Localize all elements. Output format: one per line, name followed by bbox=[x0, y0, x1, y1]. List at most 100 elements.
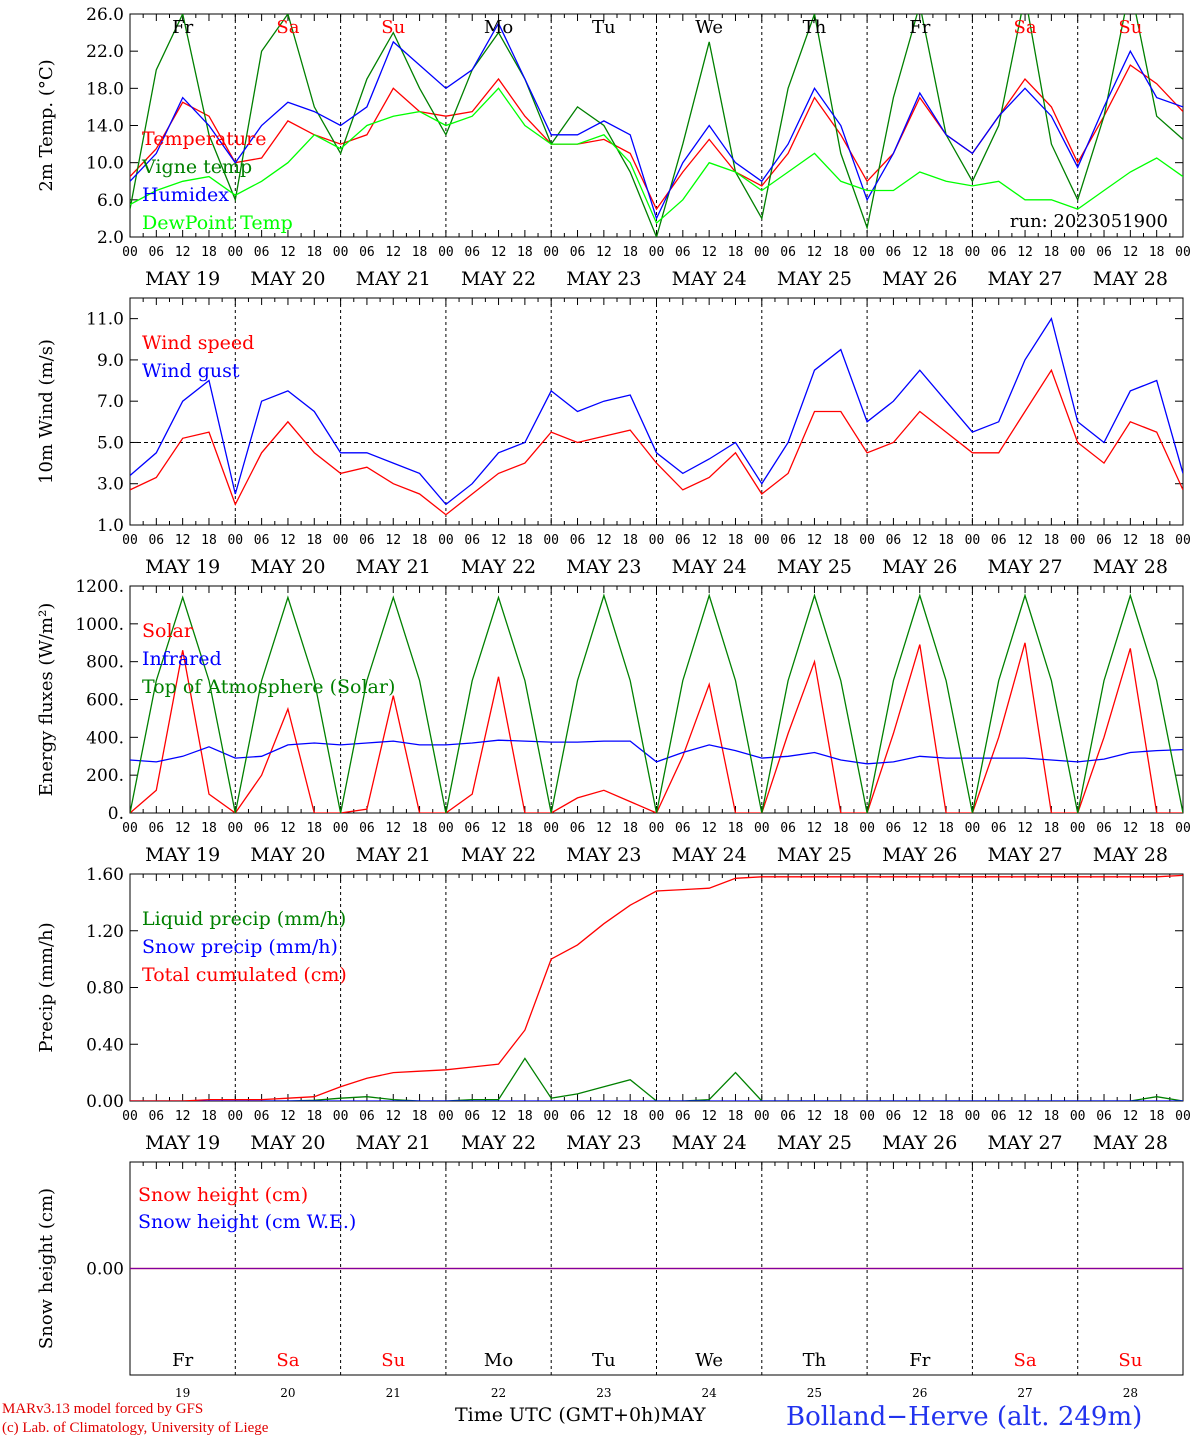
hour-label: 06 bbox=[1096, 821, 1112, 836]
day-abbr-label: Sa bbox=[1014, 17, 1037, 38]
date-label: MAY 19 bbox=[145, 1132, 220, 1154]
hour-label: 18 bbox=[728, 245, 744, 260]
y-tick-label: 5.0 bbox=[97, 433, 124, 453]
hour-label: 18 bbox=[1149, 821, 1165, 836]
day-abbr-label: Su bbox=[381, 17, 405, 38]
hour-label: 06 bbox=[1096, 1109, 1112, 1124]
panel-1: 2.0 6.0 10.0 14.0 18.0 22.0 26.0 2m Temp. (°C) T… bbox=[36, 5, 1191, 290]
date-label: MAY 20 bbox=[250, 268, 325, 290]
hour-label: 00 bbox=[438, 533, 454, 548]
legend-entry: Infrared bbox=[142, 648, 222, 670]
hour-label: 00 bbox=[1175, 821, 1191, 836]
hour-label: 00 bbox=[438, 821, 454, 836]
series-line bbox=[130, 316, 1183, 506]
series-line bbox=[130, 642, 1183, 813]
hour-label: 12 bbox=[807, 533, 823, 548]
day-number-label: 26 bbox=[912, 1386, 927, 1400]
day-number-label: 25 bbox=[807, 1386, 822, 1400]
hour-label: 18 bbox=[938, 533, 954, 548]
hour-label: 18 bbox=[833, 1109, 849, 1124]
hour-label: 06 bbox=[359, 821, 375, 836]
day-abbr-label: Fr bbox=[909, 17, 930, 38]
day-abbr-label: Fr bbox=[172, 17, 193, 38]
hour-label: 06 bbox=[464, 821, 480, 836]
hour-label: 12 bbox=[807, 245, 823, 260]
y-axis: 1.0 3.0 5.0 7.0 9.0 11.0 10m Wind (m/s) bbox=[36, 310, 1183, 536]
hour-ticks bbox=[129, 298, 1184, 525]
day-abbr-label: Mo bbox=[484, 17, 513, 38]
legend-entry: Vigne temp bbox=[141, 156, 252, 178]
y-tick-label: 7.0 bbox=[97, 392, 124, 412]
y-tick-label: 6.0 bbox=[97, 191, 124, 211]
date-label: MAY 26 bbox=[882, 556, 957, 578]
hour-label: 06 bbox=[1096, 245, 1112, 260]
hour-label: 06 bbox=[780, 821, 796, 836]
hour-label: 12 bbox=[175, 821, 191, 836]
date-label: MAY 22 bbox=[461, 1132, 536, 1154]
day-number-label: 20 bbox=[280, 1386, 295, 1400]
date-label: MAY 22 bbox=[461, 556, 536, 578]
hour-label: 06 bbox=[359, 1109, 375, 1124]
y-tick-label: 0.00 bbox=[86, 1260, 124, 1280]
hour-label: 00 bbox=[333, 245, 349, 260]
hour-label: 00 bbox=[859, 533, 875, 548]
lab-credit: (c) Lab. of Climatology, University of L… bbox=[2, 1420, 269, 1436]
hour-label: 18 bbox=[622, 821, 638, 836]
date-label: MAY 27 bbox=[987, 268, 1062, 290]
hour-label: 12 bbox=[596, 821, 612, 836]
series-group bbox=[130, 593, 1183, 813]
y-tick-label: 600. bbox=[86, 691, 124, 711]
hour-label: 00 bbox=[965, 1109, 981, 1124]
hour-label: 00 bbox=[754, 1109, 770, 1124]
hour-label: 12 bbox=[491, 533, 507, 548]
hour-label: 00 bbox=[227, 533, 243, 548]
hour-label: 12 bbox=[912, 1109, 928, 1124]
hour-label: 18 bbox=[1149, 533, 1165, 548]
hour-label: 12 bbox=[491, 245, 507, 260]
hour-label: 12 bbox=[385, 821, 401, 836]
hour-label: 06 bbox=[570, 1109, 586, 1124]
day-abbr-label: Sa bbox=[276, 1350, 299, 1371]
day-abbr-label: Su bbox=[381, 1350, 405, 1371]
hour-label: 06 bbox=[464, 245, 480, 260]
x-axis: 00 06 12 18 MAY 19 00 06 12 18 MAY 20 00 06 12 18 MAY … bbox=[122, 1109, 1191, 1154]
day-abbr-label: Su bbox=[1118, 17, 1142, 38]
hour-label: 18 bbox=[622, 1109, 638, 1124]
date-label: MAY 28 bbox=[1093, 844, 1168, 866]
hour-label: 18 bbox=[1149, 245, 1165, 260]
hour-label: 06 bbox=[675, 1109, 691, 1124]
hour-label: 12 bbox=[701, 533, 717, 548]
y-tick-label: 3.0 bbox=[97, 475, 124, 495]
hour-label: 00 bbox=[1070, 1109, 1086, 1124]
hour-label: 06 bbox=[991, 821, 1007, 836]
hour-label: 06 bbox=[675, 533, 691, 548]
date-label: MAY 26 bbox=[882, 1132, 957, 1154]
hour-label: 06 bbox=[148, 1109, 164, 1124]
hour-label: 18 bbox=[938, 821, 954, 836]
series-line bbox=[130, 21, 1183, 221]
hour-label: 00 bbox=[649, 1109, 665, 1124]
panel-4: 0.00 0.40 0.80 1.20 1.60 Precip (mm/h) Liquid … bbox=[36, 865, 1191, 1154]
y-axis-label: 2m Temp. (°C) bbox=[36, 59, 57, 191]
date-label: MAY 20 bbox=[250, 556, 325, 578]
hour-label: 18 bbox=[833, 533, 849, 548]
x-axis: 00 06 12 18 MAY 19 00 06 12 18 MAY 20 00 06 12 18 MAY … bbox=[122, 533, 1191, 578]
x-axis: Fr 19 Sa 20 Su 21 Mo 22 Tu 23 We 24 Th 25 Fr 26 Sa 27 Su 28 bbox=[172, 1350, 1142, 1400]
x-axis: 00 06 12 18 MAY 19 00 06 12 18 MAY 20 00 06 12 18 MAY … bbox=[122, 245, 1191, 290]
y-axis-label: Snow height (cm) bbox=[36, 1188, 57, 1349]
hour-label: 18 bbox=[728, 1109, 744, 1124]
hour-label: 18 bbox=[1044, 245, 1060, 260]
date-label: MAY 23 bbox=[566, 268, 641, 290]
hour-label: 06 bbox=[991, 533, 1007, 548]
hour-label: 00 bbox=[227, 821, 243, 836]
date-label: MAY 25 bbox=[777, 844, 852, 866]
hour-label: 06 bbox=[675, 245, 691, 260]
day-abbr-label: Th bbox=[803, 1350, 827, 1371]
y-tick-label: 1200. bbox=[75, 577, 124, 597]
panel-2: 1.0 3.0 5.0 7.0 9.0 11.0 10m Wind (m/s) Wind sp… bbox=[36, 297, 1191, 578]
date-label: MAY 27 bbox=[987, 844, 1062, 866]
legend: Temperature Vigne temp Humidex DewPoint Tem… bbox=[141, 128, 293, 234]
day-abbr-label: Sa bbox=[276, 17, 299, 38]
hour-label: 06 bbox=[464, 533, 480, 548]
hour-ticks bbox=[129, 586, 1184, 813]
